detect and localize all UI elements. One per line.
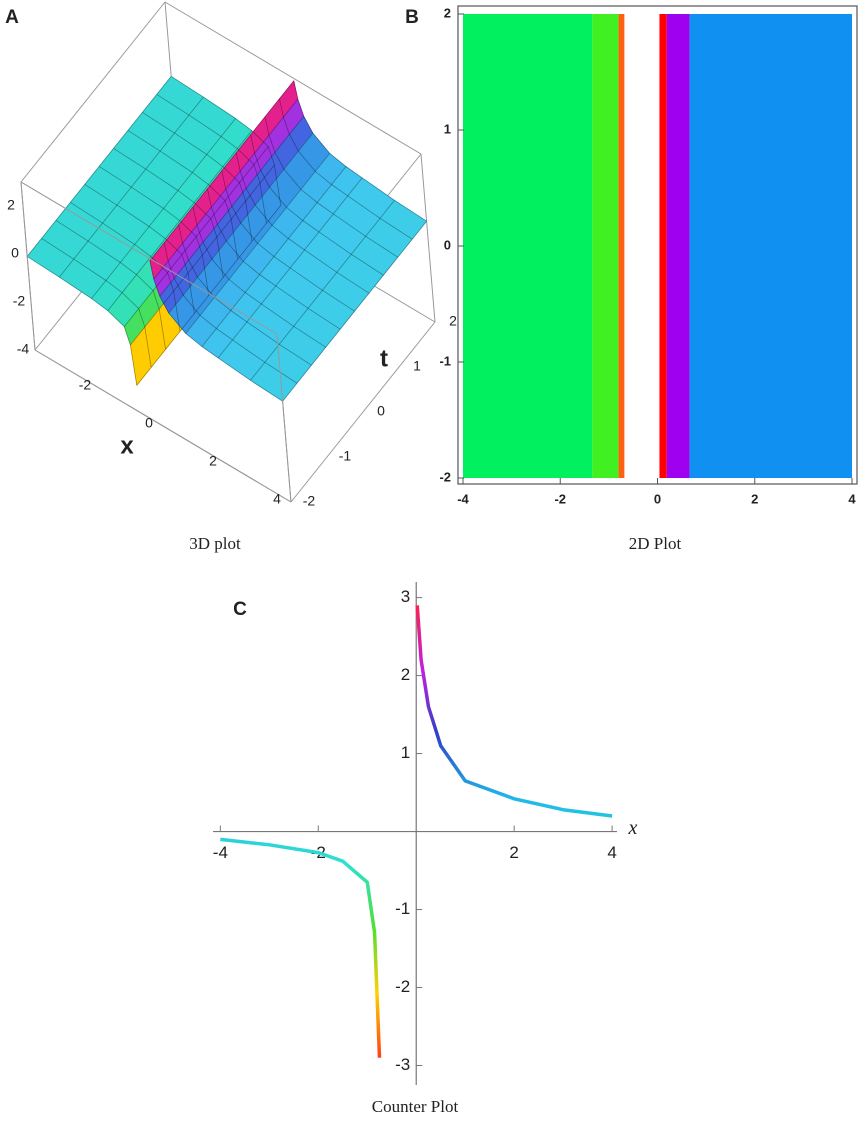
y-tick-label: 2 <box>444 5 451 20</box>
density-band <box>624 14 660 478</box>
box-edge <box>290 321 436 503</box>
mesh-line <box>217 177 363 359</box>
y-tick-label: 1 <box>413 358 421 374</box>
x-tick-label: -2 <box>79 377 92 393</box>
y-tick-label: 2 <box>401 665 410 684</box>
y-tick-label: -1 <box>339 448 352 464</box>
z-tick-label: -4 <box>17 341 30 357</box>
x-tick-label: 2 <box>209 453 217 469</box>
surface-strip <box>249 199 428 402</box>
x-tick-label: -4 <box>457 491 469 506</box>
mesh-line <box>163 242 298 384</box>
box-edge <box>20 181 278 335</box>
mesh-line <box>41 238 152 368</box>
mesh-line <box>221 170 355 312</box>
mesh-line <box>185 153 331 334</box>
box-edge <box>420 153 436 323</box>
y-tick-label: 0 <box>377 403 385 419</box>
mesh-line <box>113 148 224 278</box>
y-tick-label: -1 <box>395 899 410 918</box>
mesh-line <box>107 130 253 311</box>
box-edge <box>34 349 292 503</box>
box-edge <box>164 1 422 155</box>
curve <box>415 605 613 818</box>
z-tick-label: 0 <box>11 245 19 261</box>
density-band <box>592 14 619 478</box>
mesh-line <box>264 116 399 258</box>
y-tick-label: 2 <box>449 313 457 329</box>
density-band <box>689 14 852 478</box>
density-band <box>666 14 690 478</box>
mesh-line <box>250 200 395 381</box>
x-tick-label: -2 <box>554 491 566 506</box>
y-tick-label: -3 <box>395 1055 410 1074</box>
y-tick-label: 1 <box>444 121 451 136</box>
mesh-line <box>282 220 427 402</box>
mesh-line <box>123 146 269 327</box>
mesh-line <box>293 80 427 222</box>
mesh-line <box>130 164 275 346</box>
mesh-line <box>142 112 253 242</box>
y-tick-label: -2 <box>439 469 451 484</box>
y-tick-label: 3 <box>401 587 410 606</box>
x-tick-label: 0 <box>145 415 153 431</box>
x-tick-label: 2 <box>509 843 518 862</box>
density-band <box>659 14 667 478</box>
z-tick-label: -2 <box>13 293 26 309</box>
mesh-line <box>149 80 295 262</box>
mesh-line <box>168 132 314 314</box>
mesh-line <box>59 96 204 278</box>
x-tick-label: 0 <box>654 491 661 506</box>
caption: 3D plot <box>189 534 241 553</box>
mesh-line <box>55 220 166 350</box>
y-tick-label: 0 <box>444 237 451 252</box>
box-edge <box>20 1 166 183</box>
x-tick-label: 4 <box>273 491 281 507</box>
z-tick-label: 2 <box>7 197 15 213</box>
box-edge <box>20 181 36 351</box>
mesh-line <box>192 206 327 348</box>
mesh-line <box>26 256 138 386</box>
mesh-line <box>279 98 413 240</box>
y-axis-label: t <box>380 345 388 372</box>
mesh-line <box>70 202 181 332</box>
mesh-line <box>98 166 210 296</box>
x-axis-label: x <box>628 817 638 839</box>
curve <box>220 837 382 1058</box>
caption: Counter Plot <box>372 1097 459 1116</box>
x-tick-label: -4 <box>213 843 228 862</box>
mesh-line <box>84 184 195 314</box>
y-tick-label: 1 <box>401 743 410 762</box>
x-tick-label: 4 <box>607 843 616 862</box>
mesh-line <box>153 98 299 280</box>
y-tick-label: -1 <box>439 353 451 368</box>
y-tick-label: -2 <box>303 493 316 509</box>
mesh-line <box>250 134 384 276</box>
mesh-line <box>235 152 370 294</box>
mesh-line <box>26 76 172 257</box>
mesh-line <box>159 116 305 297</box>
density-band <box>618 14 625 478</box>
mesh-line <box>201 166 347 347</box>
mesh-line <box>136 205 282 386</box>
x-axis-label: x <box>120 432 134 459</box>
box-edge <box>276 333 292 503</box>
panel-label: C <box>233 599 247 620</box>
x-tick-label: 4 <box>848 491 856 506</box>
density-band <box>463 14 593 478</box>
mesh-line <box>156 94 267 224</box>
mesh-line <box>170 76 282 206</box>
caption: 2D Plot <box>629 534 682 553</box>
x-tick-label: 2 <box>751 491 758 506</box>
panel-label: B <box>405 7 419 28</box>
y-tick-label: -2 <box>395 977 410 996</box>
mesh-line <box>149 260 283 402</box>
panel-label: A <box>5 7 19 28</box>
mesh-line <box>127 130 238 260</box>
mesh-line <box>91 118 236 299</box>
mesh-line <box>207 188 341 330</box>
